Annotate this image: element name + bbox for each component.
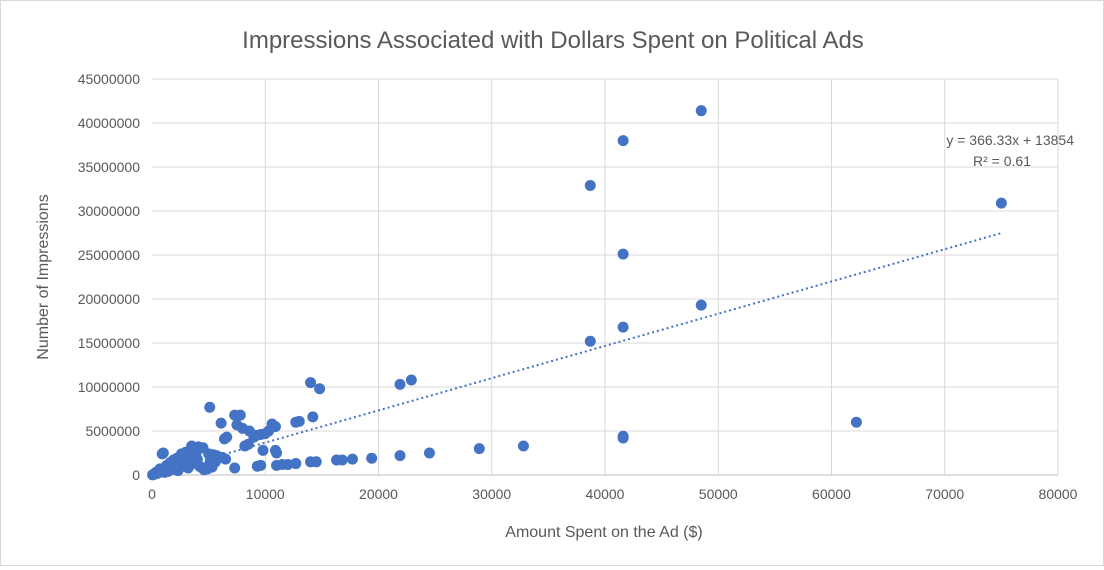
data-point xyxy=(204,458,216,470)
data-point xyxy=(263,425,275,437)
data-point xyxy=(194,460,206,472)
data-point xyxy=(229,462,241,474)
data-point xyxy=(695,299,707,311)
y-tick-label: 20000000 xyxy=(78,291,141,307)
x-tick-label: 30000 xyxy=(472,486,511,502)
gridlines xyxy=(152,78,1059,475)
x-tick-label: 40000 xyxy=(586,486,625,502)
data-point xyxy=(269,444,281,456)
y-tick-label: 30000000 xyxy=(78,203,141,219)
y-tick-label: 5000000 xyxy=(85,423,140,439)
data-point xyxy=(517,440,529,452)
y-tick-label: 10000000 xyxy=(78,379,141,395)
y-tick-label: 35000000 xyxy=(78,159,141,175)
x-tick-label: 70000 xyxy=(925,486,964,502)
y-tick-label: 0 xyxy=(132,467,140,483)
data-point xyxy=(156,448,168,460)
trendline-r-squared: R² = 0.61 xyxy=(973,153,1031,169)
data-point xyxy=(423,447,435,459)
data-point xyxy=(215,417,227,429)
data-point xyxy=(584,179,596,191)
data-point xyxy=(218,433,230,445)
data-point xyxy=(405,374,417,386)
x-axis-title: Amount Spent on the Ad ($) xyxy=(505,524,702,541)
data-point xyxy=(617,321,629,333)
trendline xyxy=(151,232,1002,476)
data-point xyxy=(584,335,596,347)
x-tick-label: 0 xyxy=(148,486,156,502)
data-point xyxy=(251,460,263,472)
x-tick-label: 80000 xyxy=(1039,486,1078,502)
data-point xyxy=(181,450,193,462)
data-point xyxy=(617,135,629,147)
y-tick-label: 25000000 xyxy=(78,247,141,263)
data-point xyxy=(331,454,343,466)
data-point xyxy=(271,459,283,471)
data-point xyxy=(239,440,251,452)
data-point xyxy=(204,401,216,413)
x-tick-label: 60000 xyxy=(812,486,851,502)
data-point xyxy=(150,466,162,478)
data-point xyxy=(366,452,378,464)
data-point xyxy=(995,197,1007,209)
data-point xyxy=(305,456,317,468)
data-point xyxy=(314,383,326,395)
trendline-group xyxy=(151,232,1002,476)
chart-title: Impressions Associated with Dollars Spen… xyxy=(242,27,864,54)
data-point xyxy=(473,443,485,455)
x-tick-label: 10000 xyxy=(246,486,285,502)
data-point xyxy=(257,444,269,456)
data-point xyxy=(617,248,629,260)
data-point xyxy=(293,415,305,427)
y-tick-label: 40000000 xyxy=(78,115,141,131)
data-point xyxy=(190,447,202,459)
data-point xyxy=(290,458,302,470)
data-point xyxy=(346,453,358,465)
x-tick-label: 50000 xyxy=(699,486,738,502)
y-axis-title: Number of Impressions xyxy=(35,194,52,359)
x-tick-label: 20000 xyxy=(359,486,398,502)
data-point xyxy=(394,378,406,390)
data-point xyxy=(170,463,182,475)
data-point xyxy=(305,377,317,389)
trendline-equation: y = 366.33x + 13854 xyxy=(946,132,1074,148)
y-tick-label: 45000000 xyxy=(78,71,141,87)
data-point xyxy=(307,411,319,423)
data-points xyxy=(147,105,1007,481)
tick-labels: 0 10000 20000 30000 40000 50000 60000 70000 8000… xyxy=(78,71,1078,502)
data-point xyxy=(394,450,406,462)
y-tick-label: 15000000 xyxy=(78,335,141,351)
data-point xyxy=(850,416,862,428)
data-point xyxy=(234,409,246,421)
data-point xyxy=(695,105,707,117)
data-point xyxy=(617,432,629,444)
data-point xyxy=(185,458,197,470)
